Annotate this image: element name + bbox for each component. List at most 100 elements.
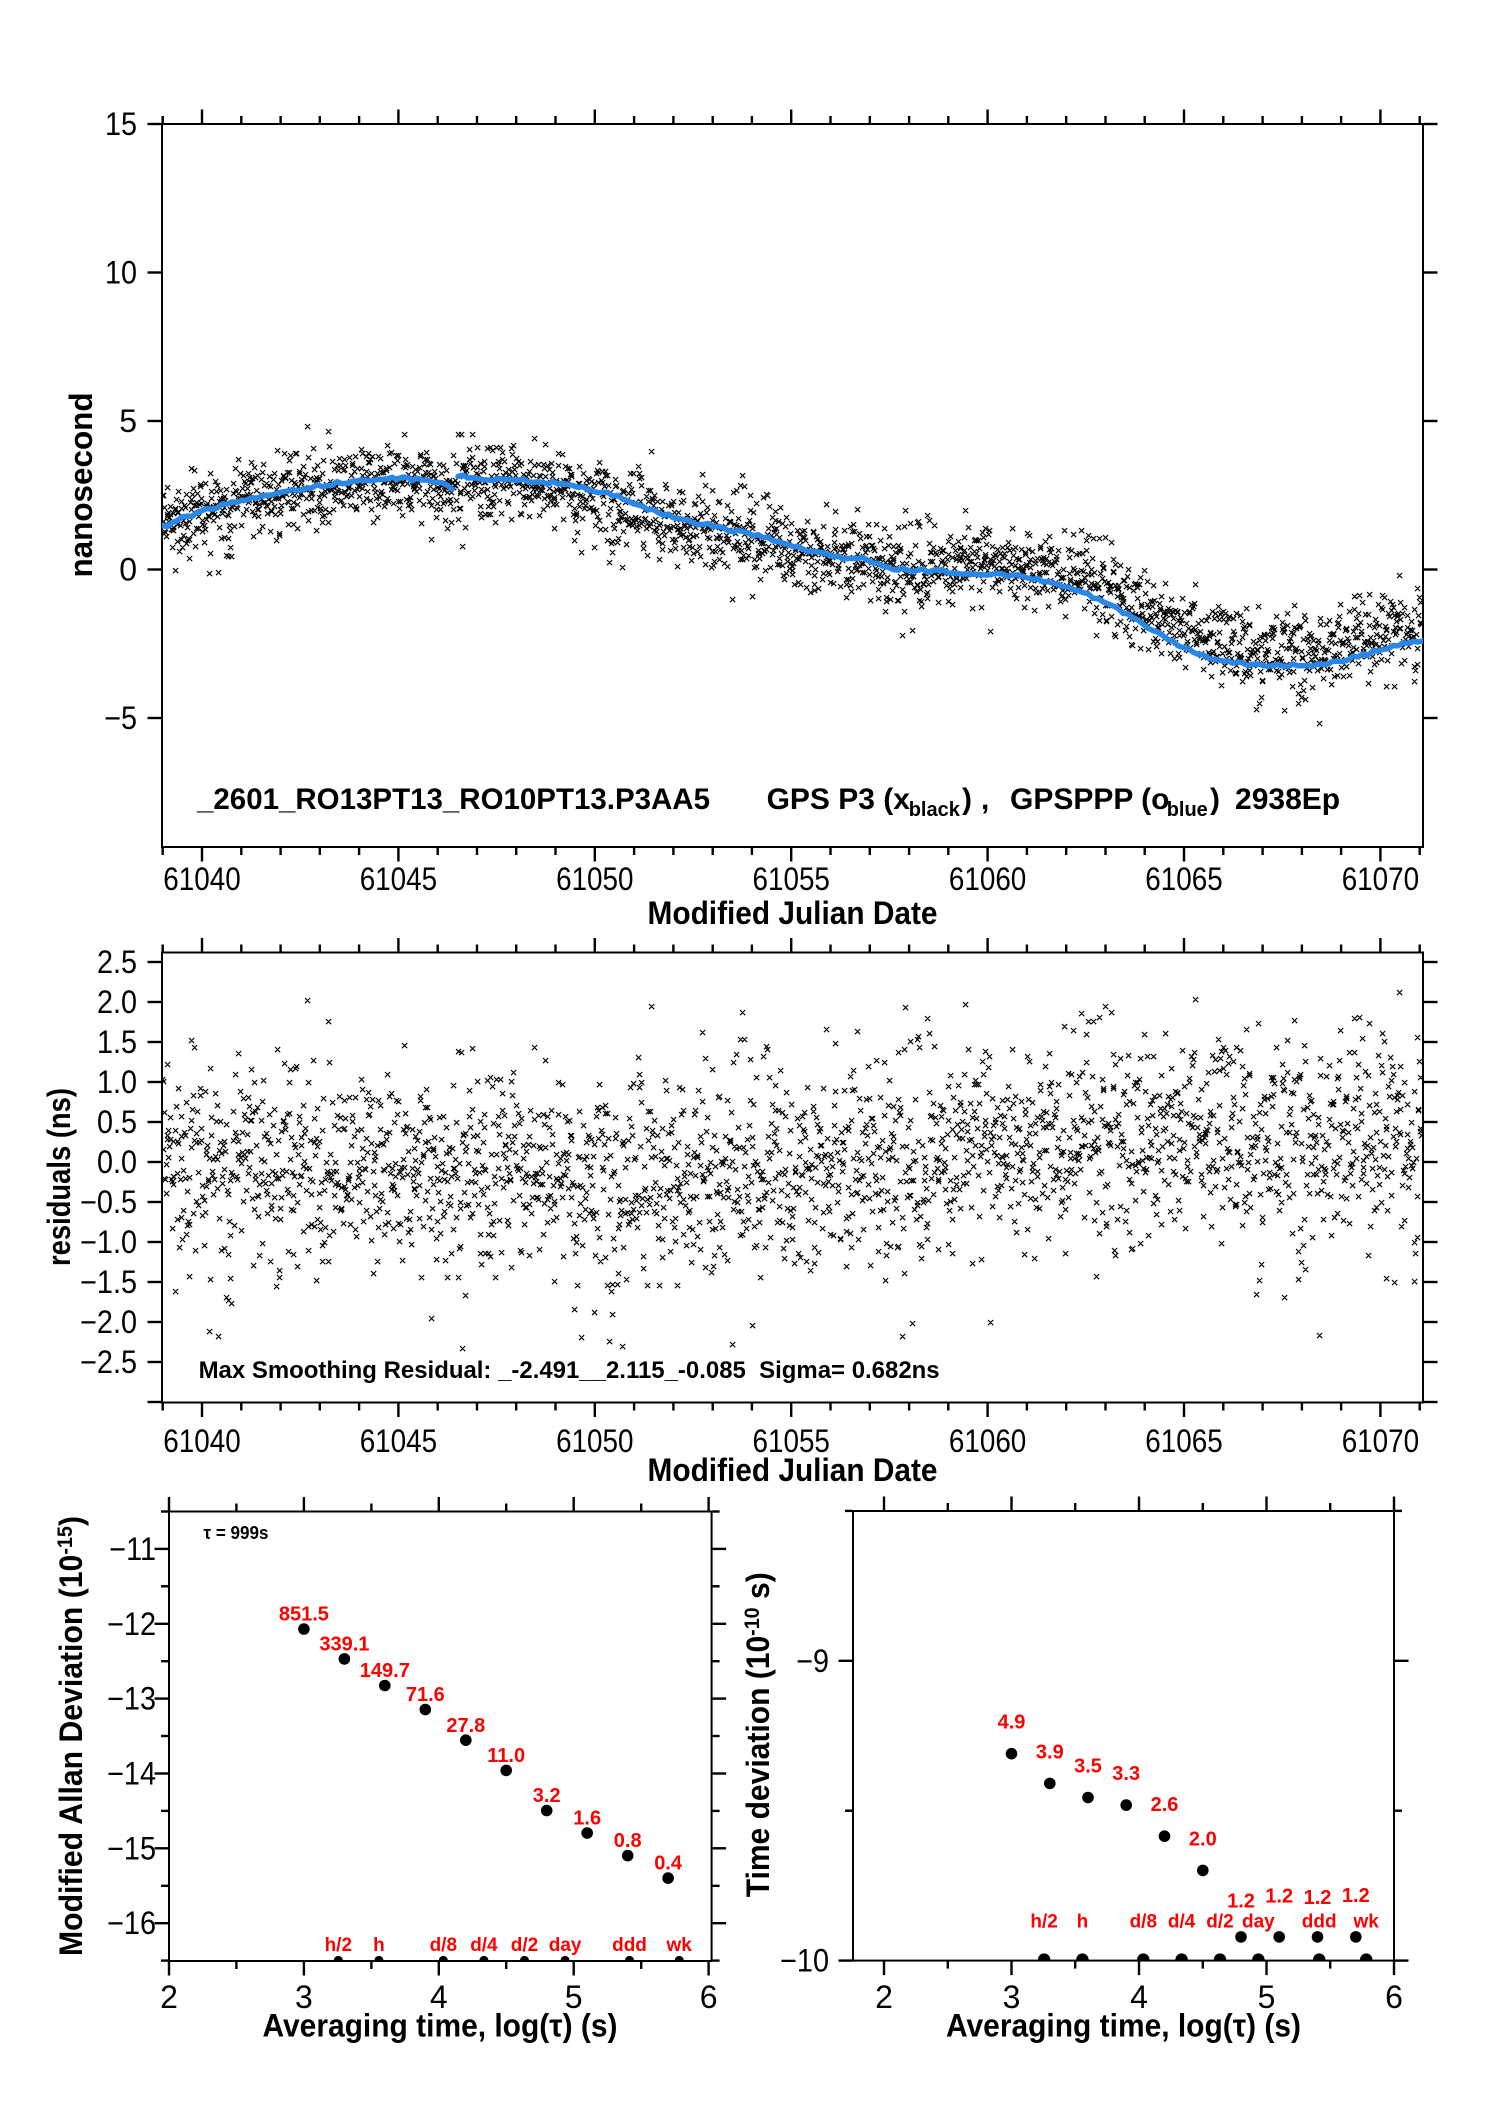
svg-text:61070: 61070: [1342, 1423, 1419, 1459]
svg-text:1.6: 1.6: [573, 1808, 601, 1830]
svg-text:Averaging time, log(τ) (s): Averaging time, log(τ) (s): [946, 2008, 1301, 2044]
svg-text:5: 5: [119, 403, 137, 439]
svg-text:2: 2: [875, 1979, 893, 2015]
svg-text:3.5: 3.5: [1074, 1756, 1102, 1778]
svg-text:Modified Julian Date: Modified Julian Date: [648, 1452, 938, 1488]
svg-text:ddd: ddd: [612, 1935, 647, 1956]
svg-text:−15: −15: [107, 1830, 156, 1866]
svg-text:0.5: 0.5: [97, 1104, 137, 1140]
svg-text:wk: wk: [666, 1935, 693, 1956]
svg-text:3.9: 3.9: [1036, 1741, 1064, 1763]
svg-text:2.5: 2.5: [97, 944, 137, 980]
svg-text:61070: 61070: [1342, 861, 1419, 897]
svg-text:3.2: 3.2: [533, 1785, 561, 1807]
svg-text:d/2: d/2: [511, 1935, 538, 1956]
svg-text:61050: 61050: [556, 861, 633, 897]
svg-text:_2601_RO13PT13_RO10PT13.P3AA5: _2601_RO13PT13_RO10PT13.P3AA5: [196, 783, 710, 816]
svg-text:): ): [962, 783, 972, 816]
svg-text:15: 15: [105, 106, 137, 142]
svg-text:−11: −11: [109, 1531, 156, 1567]
svg-text:black: black: [909, 799, 961, 821]
svg-text:0: 0: [119, 552, 137, 588]
svg-text:): ): [1210, 783, 1220, 816]
svg-text:h: h: [373, 1935, 385, 1956]
svg-text:−2.0: −2.0: [80, 1304, 137, 1340]
svg-text:4.9: 4.9: [998, 1712, 1026, 1734]
svg-text:d/4: d/4: [470, 1935, 498, 1956]
svg-text:3.3: 3.3: [1112, 1763, 1140, 1785]
svg-text:−0.5: −0.5: [80, 1184, 137, 1220]
svg-text:339.1: 339.1: [319, 1634, 369, 1656]
svg-text:0.8: 0.8: [614, 1830, 642, 1852]
svg-text:d/4: d/4: [1168, 1912, 1196, 1933]
svg-text:3: 3: [1003, 1979, 1021, 2015]
svg-text:day: day: [1242, 1912, 1275, 1933]
svg-text:61045: 61045: [360, 1423, 437, 1459]
svg-text:d/2: d/2: [1206, 1912, 1233, 1933]
svg-text:−10: −10: [780, 1943, 829, 1979]
svg-text:2.6: 2.6: [1151, 1794, 1179, 1816]
svg-text:τ = 999s: τ = 999s: [204, 1523, 269, 1543]
svg-text:Averaging time, log(τ) (s): Averaging time, log(τ) (s): [263, 2008, 618, 2044]
svg-text:3: 3: [295, 1979, 313, 2015]
svg-text:GPSPPP (o: GPSPPP (o: [1010, 783, 1170, 816]
svg-text:11.0: 11.0: [487, 1745, 525, 1767]
svg-text:10: 10: [105, 255, 137, 291]
svg-text:0.4: 0.4: [654, 1853, 683, 1875]
svg-text:h/2: h/2: [1030, 1912, 1057, 1933]
svg-text:−9: −9: [796, 1643, 829, 1679]
svg-text:1.0: 1.0: [97, 1064, 137, 1100]
svg-text:6: 6: [700, 1979, 718, 2015]
svg-text:1.5: 1.5: [97, 1024, 137, 1060]
svg-text:1.2: 1.2: [1342, 1885, 1370, 1907]
svg-text:61045: 61045: [360, 861, 437, 897]
svg-text:4: 4: [430, 1979, 448, 2015]
svg-text:−2.5: −2.5: [80, 1344, 137, 1380]
svg-text:61055: 61055: [753, 861, 830, 897]
svg-text:ddd: ddd: [1302, 1912, 1337, 1933]
svg-text:h: h: [1077, 1912, 1089, 1933]
svg-text:−1.0: −1.0: [80, 1224, 137, 1260]
svg-text:6: 6: [1385, 1979, 1403, 2015]
svg-text:residuals (ns): residuals (ns): [41, 1088, 77, 1266]
svg-text:,: ,: [981, 783, 989, 816]
svg-text:−13: −13: [107, 1681, 156, 1717]
svg-text:5: 5: [565, 1979, 583, 2015]
svg-text:1.2: 1.2: [1265, 1886, 1293, 1908]
svg-text:Max Smoothing Residual: _-2.49: Max Smoothing Residual: _-2.491__2.115_-…: [199, 1357, 940, 1384]
svg-text:−16: −16: [107, 1905, 156, 1941]
svg-text:2.0: 2.0: [1189, 1828, 1217, 1850]
svg-text:61065: 61065: [1145, 861, 1222, 897]
svg-text:d/8: d/8: [430, 1935, 457, 1956]
svg-text:1.2: 1.2: [1304, 1887, 1332, 1909]
svg-text:Modified Allan Deviation (10-1: Modified Allan Deviation (10-15): [53, 1516, 89, 1956]
svg-text:day: day: [549, 1935, 582, 1956]
svg-text:GPS P3 (x: GPS P3 (x: [767, 783, 911, 816]
svg-text:27.8: 27.8: [446, 1715, 485, 1737]
svg-text:61060: 61060: [949, 1423, 1026, 1459]
svg-text:0.0: 0.0: [97, 1144, 137, 1180]
svg-text:71.6: 71.6: [406, 1684, 445, 1706]
svg-text:61060: 61060: [949, 861, 1026, 897]
svg-text:61040: 61040: [163, 861, 240, 897]
svg-text:851.5: 851.5: [279, 1604, 329, 1626]
svg-text:h/2: h/2: [325, 1935, 352, 1956]
svg-text:wk: wk: [1353, 1912, 1380, 1933]
svg-text:61040: 61040: [163, 1423, 240, 1459]
svg-text:−1.5: −1.5: [80, 1264, 137, 1300]
svg-text:2.0: 2.0: [97, 984, 137, 1020]
svg-text:1.2: 1.2: [1227, 1891, 1255, 1913]
svg-text:61055: 61055: [753, 1423, 830, 1459]
svg-text:−12: −12: [107, 1606, 156, 1642]
svg-text:61065: 61065: [1145, 1423, 1222, 1459]
svg-text:2938Ep: 2938Ep: [1235, 783, 1340, 816]
svg-text:−14: −14: [107, 1756, 156, 1792]
svg-text:d/8: d/8: [1130, 1912, 1157, 1933]
svg-text:61050: 61050: [556, 1423, 633, 1459]
svg-text:nanosecond: nanosecond: [63, 393, 99, 578]
svg-text:5: 5: [1258, 1979, 1276, 2015]
svg-text:−5: −5: [104, 700, 137, 736]
svg-text:4: 4: [1130, 1979, 1148, 2015]
svg-text:Modified Julian Date: Modified Julian Date: [648, 895, 938, 931]
svg-text:2: 2: [160, 1979, 178, 2015]
